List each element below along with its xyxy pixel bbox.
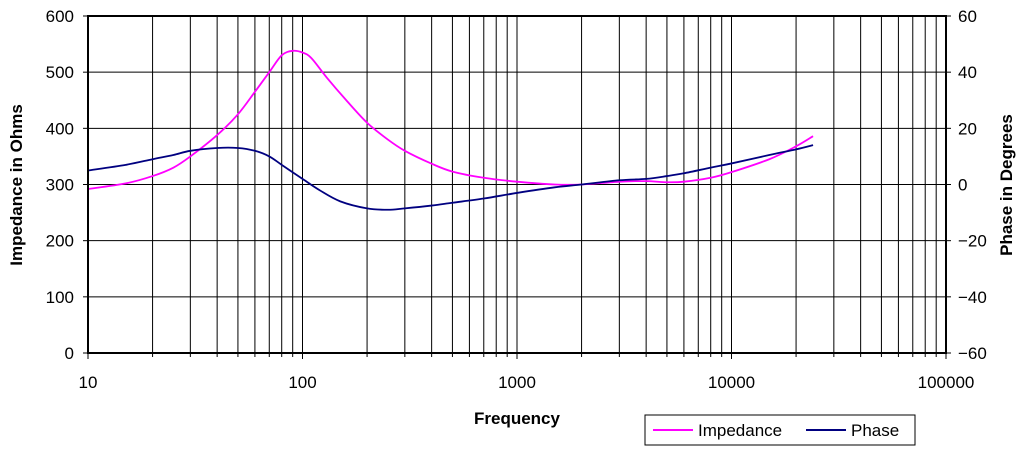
y-tick-label: 200 <box>46 232 74 251</box>
y2-tick-label: 0 <box>958 176 967 195</box>
y-tick-label: 400 <box>46 119 74 138</box>
y2-tick-label: 60 <box>958 7 977 26</box>
x-tick-label: 100000 <box>918 373 975 392</box>
y2-tick-label: −20 <box>958 232 987 251</box>
y2-axis-title: Phase in Degrees <box>997 114 1016 256</box>
x-axis-title: Frequency <box>474 409 561 428</box>
y2-tick-label: 20 <box>958 119 977 138</box>
x-tick-label: 100 <box>288 373 316 392</box>
legend-label-impedance: Impedance <box>698 421 782 440</box>
series-line-impedance <box>87 49 814 190</box>
x-tick-label: 10000 <box>708 373 755 392</box>
x-tick-labels: 10 100 1000 10000 100000 <box>79 373 975 392</box>
y-tick-label: 100 <box>46 288 74 307</box>
legend-label-phase: Phase <box>851 421 899 440</box>
tick-marks <box>83 15 951 359</box>
series-line-phase <box>87 144 814 211</box>
y-tick-label: 600 <box>46 7 74 26</box>
y-tick-label: 300 <box>46 176 74 195</box>
y2-tick-labels: −60 −40 −20 0 20 40 60 <box>958 7 987 363</box>
y-tick-label: 500 <box>46 63 74 82</box>
x-tick-label: 10 <box>79 373 98 392</box>
data-series <box>87 49 814 211</box>
y2-tick-label: −60 <box>958 344 987 363</box>
x-tick-label: 1000 <box>498 373 536 392</box>
y-tick-labels: 0 100 200 300 400 500 600 <box>46 7 74 363</box>
y2-tick-label: −40 <box>958 288 987 307</box>
grid-lines <box>88 16 946 353</box>
y2-tick-label: 40 <box>958 63 977 82</box>
y-axis-title: Impedance in Ohms <box>7 104 26 266</box>
legend: Impedance Phase <box>644 414 916 446</box>
y-tick-label: 0 <box>65 344 74 363</box>
